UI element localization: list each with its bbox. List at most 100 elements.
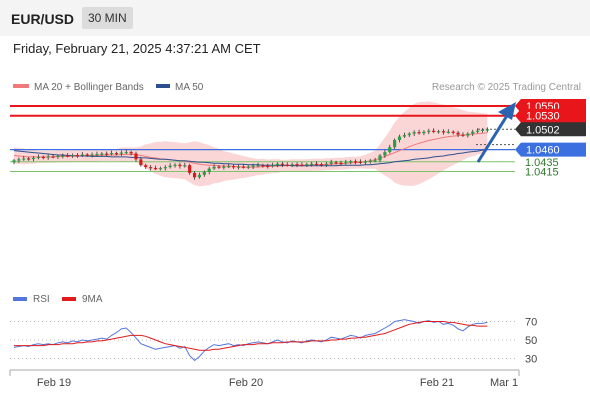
rsi-tick-label: 50: [525, 335, 537, 347]
candle-body: [56, 155, 60, 158]
candle-body: [36, 156, 40, 159]
candle-body: [17, 159, 21, 161]
candle-body: [324, 163, 328, 165]
candle-body: [188, 165, 192, 173]
rsi-legend: RSI 9MA: [13, 294, 103, 305]
candle-body: [329, 162, 333, 164]
candle-body: [119, 152, 123, 154]
candle-body: [139, 159, 143, 166]
candle-body: [334, 162, 338, 164]
legend-swatch-rsi-ma: [62, 297, 76, 301]
candle-body: [222, 166, 226, 168]
candle-body: [280, 163, 284, 165]
level-label-resistance: 1.0530: [526, 111, 560, 123]
candle-body: [90, 154, 94, 156]
candle-body: [153, 168, 158, 170]
candle-body: [85, 154, 89, 156]
candle-body: [12, 160, 16, 163]
candle-body: [290, 164, 294, 166]
level-box-resistance: [515, 108, 586, 123]
candle-body: [285, 164, 289, 166]
candle-body: [129, 152, 133, 154]
candle-body: [158, 168, 162, 170]
candle-body: [27, 158, 31, 160]
candle-body: [149, 167, 153, 169]
candle-body: [344, 162, 348, 164]
candle-body: [436, 131, 441, 133]
candle-body: [202, 171, 206, 175]
candle-body: [173, 164, 177, 166]
candle-body: [251, 165, 255, 167]
candle-body: [354, 161, 358, 163]
candle-body: [197, 174, 202, 178]
header-bar: EUR/USD 30 MIN: [0, 0, 590, 36]
candle-body: [476, 130, 480, 132]
candle-body: [378, 155, 382, 161]
candle-body: [427, 130, 431, 132]
candle-body: [114, 153, 119, 155]
candle-body: [80, 154, 84, 156]
candle-body: [480, 129, 485, 131]
candle-body: [446, 131, 450, 133]
candle-body: [383, 152, 387, 156]
candle-body: [134, 153, 138, 160]
candle-body: [105, 153, 109, 155]
instrument-title: EUR/USD: [11, 11, 75, 27]
candle-body: [207, 168, 211, 172]
candle-body: [227, 166, 231, 168]
candle-body: [163, 167, 167, 169]
candle-body: [266, 165, 270, 167]
candle-body: [192, 172, 197, 178]
x-tick-label: Feb 19: [37, 377, 71, 389]
candle-body: [456, 132, 460, 135]
candle-body: [22, 158, 26, 160]
candle-body: [275, 163, 280, 166]
candle-body: [232, 166, 236, 168]
credit-text: Research © 2025 Trading Central: [432, 82, 581, 93]
candle-body: [314, 163, 319, 165]
candle-body: [441, 131, 446, 133]
level-label-pivot: 1.0415: [525, 166, 559, 178]
candle-body: [70, 154, 75, 157]
candle-body: [402, 135, 406, 137]
x-tick-label: Feb 20: [229, 377, 263, 389]
candle-body: [305, 164, 309, 166]
candle-body: [388, 147, 392, 153]
level-label-current: 1.0502: [526, 124, 560, 136]
forecast-arrow-head: [498, 102, 516, 120]
candle-body: [168, 165, 172, 168]
candle-body: [349, 161, 353, 163]
candle-body: [178, 164, 182, 167]
x-axis: Feb 19 Feb 20 Feb 21 Mar 1: [9, 369, 520, 389]
candle-body: [61, 155, 65, 157]
candle-body: [373, 160, 377, 162]
candles-layer: [12, 127, 489, 180]
forecast-arrow: [476, 102, 516, 163]
candle-body: [95, 154, 99, 156]
candle-body: [368, 160, 372, 163]
level-box-support: [515, 142, 586, 157]
candle-body: [407, 133, 411, 136]
timeframe-badge[interactable]: 30 MIN: [82, 7, 133, 29]
forecast-arrow-shaft: [476, 113, 510, 163]
candle-body: [358, 161, 363, 163]
candle-body: [461, 134, 465, 136]
candle-body: [422, 131, 426, 134]
candle-body: [466, 133, 470, 136]
price-levels-layer: [10, 105, 515, 172]
candle-body: [432, 130, 436, 132]
candle-body: [393, 139, 397, 148]
candle-body: [363, 161, 367, 163]
candle-body: [417, 132, 421, 134]
candle-body: [31, 157, 36, 160]
ma50-line: [13, 149, 488, 167]
candle-body: [46, 156, 50, 158]
level-label-pivot: 1.0435: [525, 157, 559, 169]
candle-body: [241, 166, 245, 168]
candle-body: [261, 165, 265, 167]
rsi-lines-layer: [13, 319, 488, 362]
candle-body: [41, 156, 45, 159]
legend-swatch-ma50: [156, 84, 170, 88]
